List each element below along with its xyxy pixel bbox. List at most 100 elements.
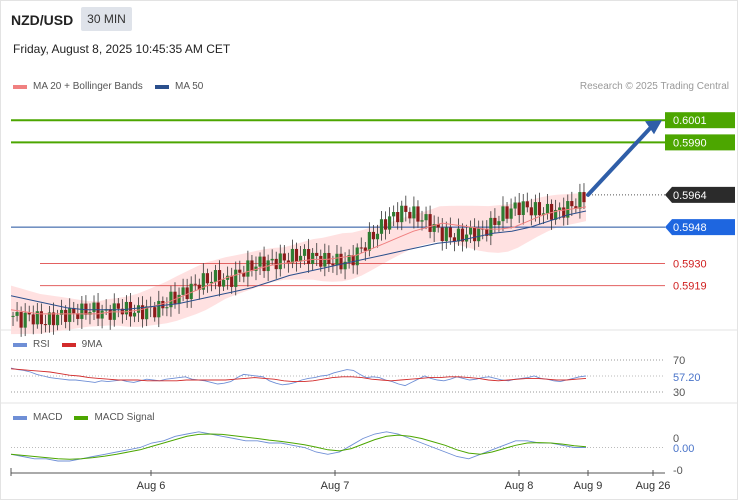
candle-body — [578, 192, 582, 209]
candle-body — [343, 261, 347, 270]
last-price-label: 0.5964 — [673, 190, 707, 202]
legend-ma50-label: MA 50 — [175, 81, 204, 92]
candle-body — [250, 260, 254, 271]
candle-body — [80, 303, 84, 319]
candle-body — [327, 252, 331, 265]
candle-body — [452, 237, 456, 242]
candle-body — [359, 247, 363, 249]
last-price-tag — [665, 186, 735, 203]
candle-body — [509, 208, 513, 219]
candle-body — [371, 231, 376, 240]
candle-body — [383, 219, 388, 230]
macd-tick-top: 0 — [673, 433, 679, 445]
credit-text: Research © 2025 Trading Central — [579, 81, 729, 92]
candle-body — [290, 248, 295, 264]
candle-body — [64, 309, 68, 322]
candle-body — [477, 228, 481, 242]
timeframe-button[interactable]: 30 MIN — [81, 7, 132, 31]
candle-body — [335, 253, 339, 266]
macd-signal-line — [10, 433, 587, 460]
legend-ma20-label: MA 20 + Bollinger Bands — [33, 81, 143, 92]
candle-body — [448, 227, 452, 238]
candle-body — [432, 224, 436, 232]
candle-body — [307, 249, 311, 265]
rsi-swatch — [13, 342, 27, 347]
candle-body — [347, 255, 351, 262]
candle-body — [96, 302, 100, 319]
ma20-swatch — [13, 84, 27, 89]
candle-body — [136, 305, 141, 313]
candle-body — [388, 216, 392, 230]
candle-body — [339, 253, 343, 270]
candle-body — [60, 309, 64, 315]
candle-body — [27, 312, 31, 315]
candle-body — [529, 207, 533, 216]
candle-body — [298, 255, 303, 262]
legend-ma50: MA 50 — [155, 81, 203, 92]
resistance-tag — [665, 134, 735, 151]
candle-body — [400, 205, 404, 223]
candle-body — [43, 324, 48, 326]
rsi-tick-30: 30 — [673, 387, 685, 399]
candle-body — [436, 224, 440, 228]
candle-body — [181, 287, 185, 295]
x-axis-tick-label: Aug 7 — [321, 480, 350, 492]
macd-signal-swatch — [74, 415, 89, 420]
candle-body — [205, 273, 209, 284]
candle-body — [221, 279, 226, 287]
candle-body — [464, 234, 469, 242]
candle-body — [315, 252, 319, 256]
rsi-current-value: 57.20 — [673, 372, 701, 384]
candle-body — [549, 203, 554, 220]
candle-body — [497, 221, 501, 225]
candle-body — [558, 207, 562, 210]
candle-body — [533, 202, 537, 216]
candle-body — [76, 313, 80, 319]
candle-body — [153, 307, 157, 318]
legend-rsi-label: RSI — [33, 339, 50, 350]
candle-body — [217, 270, 222, 287]
candle-body — [428, 214, 432, 232]
candle-body — [375, 233, 380, 240]
candle-body — [254, 266, 258, 271]
macd-current-value: 0.00 — [673, 443, 694, 455]
legend-ma20: MA 20 + Bollinger Bands — [13, 81, 143, 92]
candle-body — [302, 249, 307, 256]
candle-body — [554, 209, 558, 220]
candle-body — [412, 206, 416, 219]
candle-body — [505, 206, 509, 219]
candle-body — [161, 300, 165, 309]
support-label: 0.5930 — [673, 258, 707, 270]
candle-body — [92, 302, 96, 313]
candle-body — [485, 229, 489, 236]
candle-body — [582, 192, 586, 203]
candle-body — [355, 247, 359, 266]
x-axis-tick-label: Aug 6 — [137, 480, 166, 492]
candle-body — [19, 312, 23, 328]
ma50-line — [10, 210, 587, 311]
candle-body — [238, 269, 242, 273]
candle-body — [570, 201, 574, 207]
candle-body — [100, 310, 104, 319]
candle-body — [51, 312, 56, 326]
candle-body — [173, 291, 177, 304]
candle-body — [270, 258, 274, 261]
candle-body — [545, 203, 550, 214]
candle-body — [367, 231, 371, 251]
x-axis-tick-label: Aug 9 — [574, 480, 603, 492]
rsi-tick-70: 70 — [673, 355, 685, 367]
candle-body — [525, 201, 529, 208]
candle-body — [124, 301, 129, 315]
candle-body — [68, 308, 72, 322]
candle-body — [473, 227, 477, 242]
candle-body — [424, 214, 428, 221]
candle-body — [562, 207, 566, 218]
candle-body — [132, 312, 137, 317]
candle-body — [165, 307, 169, 309]
candle-body — [258, 256, 262, 267]
pivot-tag — [665, 219, 735, 236]
ma50-swatch — [155, 84, 169, 89]
candle-body — [230, 275, 234, 287]
candle-body — [213, 270, 218, 282]
